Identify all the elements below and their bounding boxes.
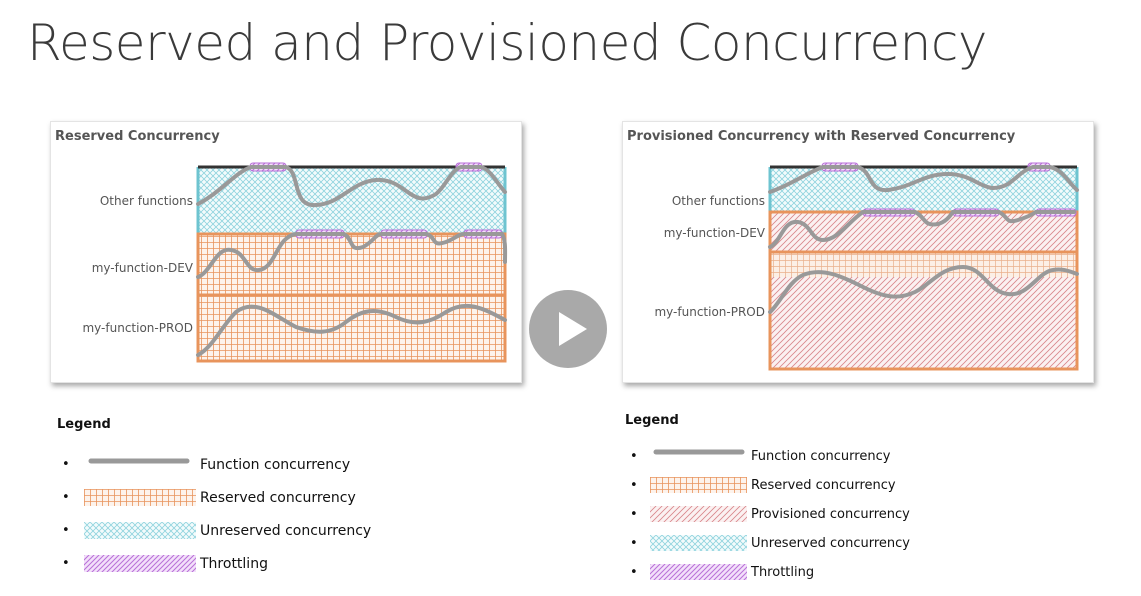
provisioned-concurrency-swatch bbox=[650, 506, 747, 522]
legend-item: • Reserved concurrency bbox=[630, 471, 960, 500]
row-label-other-functions: Other functions bbox=[100, 194, 193, 208]
legend-item: • Unreserved concurrency bbox=[630, 529, 960, 558]
prod-concurrency-line bbox=[768, 264, 1079, 314]
dev-concurrency-line bbox=[196, 232, 508, 279]
bullet-icon: • bbox=[630, 478, 638, 493]
bullet-icon: • bbox=[62, 457, 70, 472]
bullet-icon: • bbox=[62, 556, 70, 571]
row-label-dev: my-function-DEV bbox=[92, 261, 194, 275]
bullet-icon: • bbox=[630, 507, 638, 522]
legend-item: • Throttling bbox=[62, 547, 392, 580]
function-concurrency-swatch bbox=[653, 449, 745, 455]
reserved-concurrency-diagram: Reserved Concurrency Other functions my-… bbox=[55, 129, 508, 363]
prod-reserved-area bbox=[196, 293, 507, 363]
row-label-prod: my-function-PROD bbox=[82, 321, 193, 335]
legend-item: • Provisioned concurrency bbox=[630, 500, 960, 529]
legend-label: Unreserved concurrency bbox=[751, 536, 910, 551]
row-label-other-functions: Other functions bbox=[672, 194, 765, 208]
prod-concurrency-line bbox=[196, 303, 507, 357]
unreserved-concurrency-swatch bbox=[650, 535, 747, 551]
play-button[interactable] bbox=[529, 290, 607, 368]
bullet-icon: • bbox=[630, 565, 638, 580]
reserved-concurrency-swatch bbox=[650, 477, 747, 493]
unreserved-concurrency-swatch bbox=[84, 522, 196, 539]
row-label-prod: my-function-PROD bbox=[654, 305, 765, 319]
legend-title: Legend bbox=[57, 417, 111, 432]
legend-label: Unreserved concurrency bbox=[200, 522, 372, 539]
legend-item: • Function concurrency bbox=[62, 448, 392, 481]
legend-label: Reserved concurrency bbox=[751, 478, 896, 493]
other-functions-concurrency-line bbox=[768, 165, 1079, 194]
legend-item: • Function concurrency bbox=[630, 442, 960, 471]
legend-item: • Reserved concurrency bbox=[62, 481, 392, 514]
throttling-swatch bbox=[84, 555, 196, 572]
unreserved-area bbox=[198, 167, 505, 234]
bullet-icon: • bbox=[62, 490, 70, 505]
legend-label: Reserved concurrency bbox=[200, 489, 356, 506]
reserved-concurrency-swatch bbox=[84, 489, 196, 506]
legend-item: • Throttling bbox=[630, 558, 960, 587]
other-functions-concurrency-line bbox=[196, 165, 507, 207]
left-legend-list: • Function concurrency • Reserved concur… bbox=[62, 448, 392, 580]
right-legend-list: • Function concurrency • Reserved concur… bbox=[630, 442, 960, 587]
function-concurrency-swatch bbox=[88, 458, 190, 464]
legend-label: Provisioned concurrency bbox=[751, 507, 910, 522]
provisioned-concurrency-panel: Provisioned Concurrency with Reserved Co… bbox=[622, 121, 1094, 383]
legend-label: Function concurrency bbox=[200, 456, 351, 473]
prod-provisioned-area bbox=[770, 277, 1077, 369]
bullet-icon: • bbox=[630, 449, 638, 464]
slide-title: Reserved and Provisioned Concurrency bbox=[27, 14, 987, 72]
bullet-icon: • bbox=[630, 536, 638, 551]
legend-title: Legend bbox=[625, 413, 679, 428]
bullet-icon: • bbox=[62, 523, 70, 538]
legend-item: • Unreserved concurrency bbox=[62, 514, 392, 547]
legend-label: Function concurrency bbox=[751, 449, 891, 464]
panel-title: Provisioned Concurrency with Reserved Co… bbox=[627, 129, 1016, 144]
legend-label: Throttling bbox=[751, 565, 815, 580]
reserved-concurrency-panel: Reserved Concurrency Other functions my-… bbox=[50, 121, 522, 383]
dev-concurrency-line bbox=[768, 210, 1076, 249]
play-icon bbox=[559, 312, 587, 346]
throttling-swatch bbox=[650, 564, 747, 580]
provisioned-concurrency-diagram: Provisioned Concurrency with Reserved Co… bbox=[627, 129, 1079, 371]
row-label-dev: my-function-DEV bbox=[664, 226, 766, 240]
unreserved-area bbox=[770, 167, 1077, 212]
panel-title: Reserved Concurrency bbox=[55, 129, 220, 144]
legend-label: Throttling bbox=[200, 555, 268, 572]
